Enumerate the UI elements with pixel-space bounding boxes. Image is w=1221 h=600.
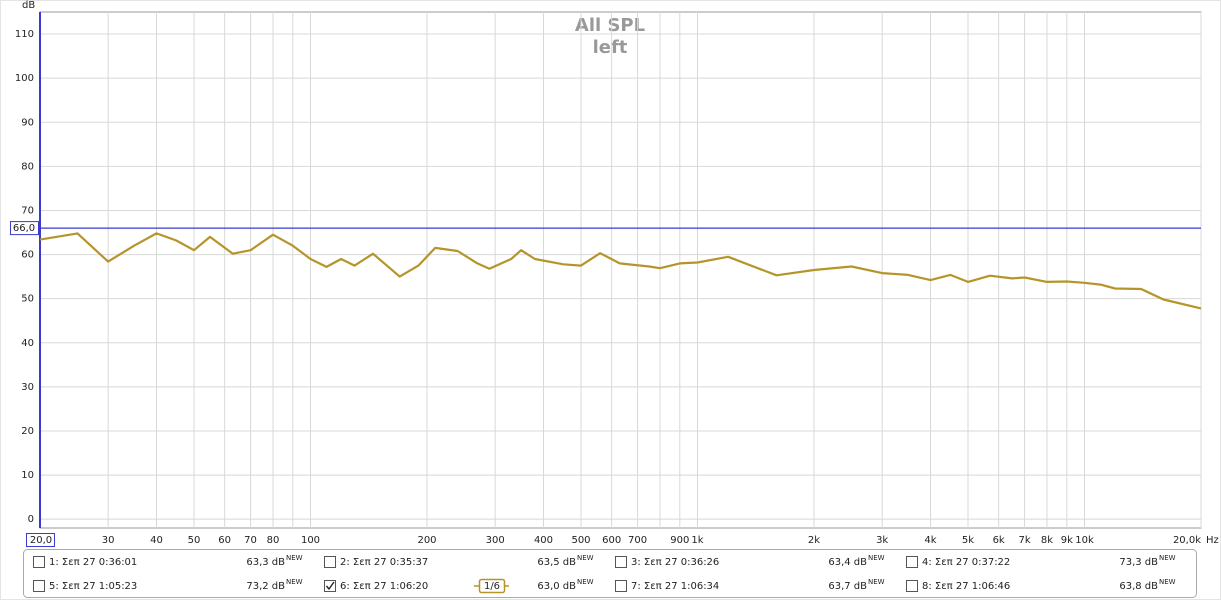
legend-name[interactable]: 4: Σεπ 27 0:37:22 (922, 557, 1010, 568)
smoothing-label[interactable]: 1/6 (484, 581, 500, 592)
x-tick-label: 20,0k (1173, 535, 1201, 546)
x-tick-label: 1k (691, 535, 703, 546)
legend-level: 63,0 dB (537, 581, 576, 592)
legend-checkbox[interactable] (615, 580, 627, 592)
legend-checkbox[interactable] (906, 580, 918, 592)
x-tick-label: 900 (670, 535, 689, 546)
x-tick-label: 500 (571, 535, 590, 546)
legend-badge: NEW (1159, 554, 1176, 562)
y-axis-label: dB (22, 0, 35, 11)
x-tick-label: 40 (150, 535, 163, 546)
legend-level: 63,7 dB (828, 581, 867, 592)
x-tick-label: 30 (102, 535, 115, 546)
x-tick-label: 2k (808, 535, 820, 546)
legend-badge: NEW (286, 578, 303, 586)
y-tick-label: 110 (15, 29, 34, 40)
x-tick-label: 8k (1041, 535, 1053, 546)
spl-curve (39, 232, 1202, 310)
y-tick-label: 60 (21, 250, 34, 261)
x-tick-label: 20,0 (30, 535, 52, 546)
x-start-box (26, 533, 55, 547)
legend-name[interactable]: 6: Σεπ 27 1:06:20 (340, 581, 428, 592)
y-tick-label: 40 (21, 338, 34, 349)
x-unit: Hz (1206, 535, 1219, 546)
legend-level: 63,3 dB (246, 557, 285, 568)
y-tick-label: 100 (15, 73, 34, 84)
x-tick-label: 10k (1075, 535, 1094, 546)
x-tick-label: 80 (267, 535, 280, 546)
smoothing-box[interactable] (478, 578, 506, 594)
chart-subtitle: left (593, 37, 628, 58)
y-tick-label: 20 (21, 426, 34, 437)
x-tick-label: 70 (244, 535, 257, 546)
x-tick-label: 400 (534, 535, 553, 546)
legend-badge: NEW (868, 578, 885, 586)
legend-badge: NEW (1159, 578, 1176, 586)
chart-title: All SPL (575, 15, 645, 36)
y-tick-label: 30 (21, 382, 34, 393)
legend-checkbox[interactable] (324, 556, 336, 568)
legend-checkbox[interactable] (33, 556, 45, 568)
x-tick-label: 5k (962, 535, 974, 546)
legend-badge: NEW (577, 554, 594, 562)
legend-badge: NEW (577, 578, 594, 586)
legend-name[interactable]: 5: Σεπ 27 1:05:23 (49, 581, 137, 592)
x-tick-label: 9k (1061, 535, 1073, 546)
y-tick-label: 70 (21, 205, 34, 216)
x-tick-label: 600 (602, 535, 621, 546)
legend-checkbox[interactable] (615, 556, 627, 568)
x-tick-label: 4k (924, 535, 936, 546)
x-tick-label: 7k (1018, 535, 1030, 546)
y-tick-label: 80 (21, 161, 34, 172)
legend-badge: NEW (868, 554, 885, 562)
legend-level: 73,3 dB (1119, 557, 1158, 568)
reference-label: 66,0 (13, 223, 35, 234)
legend-panel (23, 549, 1197, 598)
legend-checkbox[interactable] (906, 556, 918, 568)
legend-level: 63,8 dB (1119, 581, 1158, 592)
y-tick-label: 0 (28, 514, 34, 525)
x-tick-label: 700 (628, 535, 647, 546)
x-tick-label: 60 (218, 535, 231, 546)
legend-level: 63,4 dB (828, 557, 867, 568)
x-tick-label: 50 (188, 535, 201, 546)
x-tick-label: 300 (486, 535, 505, 546)
plot-area (39, 11, 1202, 529)
x-tick-label: 3k (876, 535, 888, 546)
x-tick-label: 100 (301, 535, 320, 546)
legend-level: 63,5 dB (537, 557, 576, 568)
legend-level: 73,2 dB (246, 581, 285, 592)
legend-name[interactable]: 2: Σεπ 27 0:35:37 (340, 557, 428, 568)
x-tick-label: 6k (993, 535, 1005, 546)
legend-check (325, 581, 335, 591)
x-tick-label: 200 (417, 535, 436, 546)
y-tick-label: 50 (21, 294, 34, 305)
reference-label-box (10, 221, 39, 236)
legend-badge: NEW (286, 554, 303, 562)
legend-name[interactable]: 8: Σεπ 27 1:06:46 (922, 581, 1010, 592)
y-tick-label: 90 (21, 117, 34, 128)
legend-name[interactable]: 7: Σεπ 27 1:06:34 (631, 581, 719, 592)
legend-checkbox[interactable] (324, 580, 336, 592)
legend-name[interactable]: 1: Σεπ 27 0:36:01 (49, 557, 137, 568)
y-tick-label: 10 (21, 470, 34, 481)
legend-checkbox[interactable] (33, 580, 45, 592)
legend-name[interactable]: 3: Σεπ 27 0:36:26 (631, 557, 719, 568)
